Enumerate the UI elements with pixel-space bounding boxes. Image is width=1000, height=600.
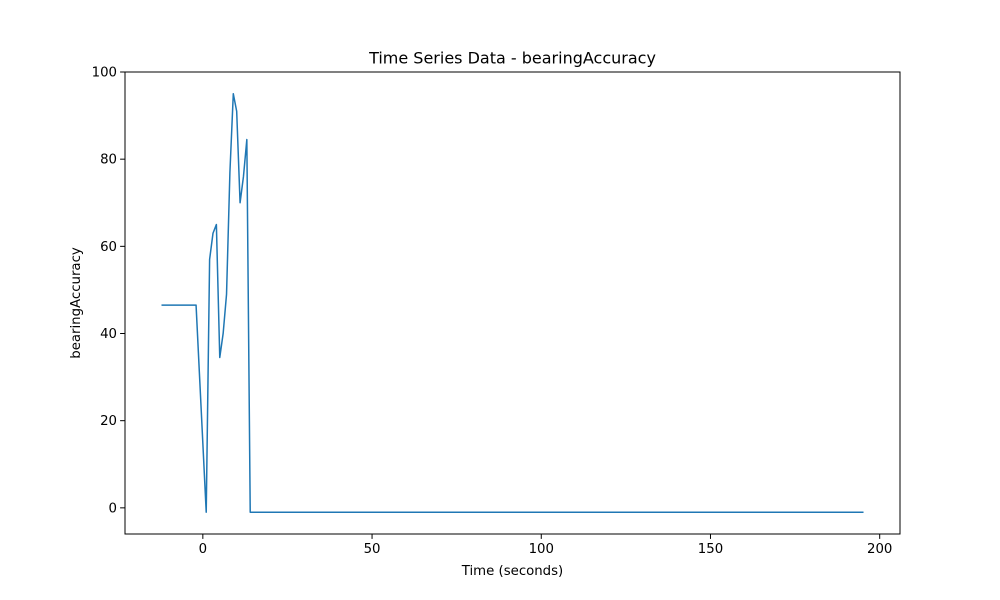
chart-title: Time Series Data - bearingAccuracy [368, 49, 656, 68]
x-tick-label: 50 [364, 542, 381, 557]
x-tick-label: 150 [698, 542, 723, 557]
x-tick-label: 100 [529, 542, 554, 557]
y-tick-label: 60 [100, 240, 117, 255]
y-tick-label: 100 [92, 66, 117, 81]
y-tick-label: 80 [100, 153, 117, 168]
y-axis: 0 20 40 60 80 100 [92, 66, 125, 516]
y-tick-label: 0 [109, 501, 117, 516]
y-tick-label: 20 [100, 414, 117, 429]
series-line-0 [161, 93, 864, 513]
axes-frame [124, 71, 901, 535]
y-tick-label: 40 [100, 327, 117, 342]
plot-area [161, 93, 864, 513]
x-tick-label: 200 [867, 542, 892, 557]
x-axis-label: Time (seconds) [461, 564, 564, 579]
x-tick-label: 0 [199, 542, 207, 557]
y-axis-label: bearingAccuracy [69, 247, 84, 359]
x-axis: 0 50 100 150 200 [199, 534, 892, 557]
